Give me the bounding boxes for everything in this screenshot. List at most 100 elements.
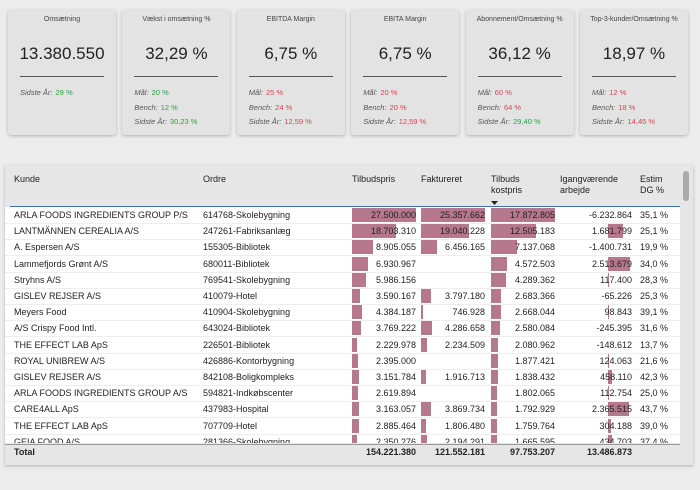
column-header[interactable]: Faktureret <box>421 174 463 184</box>
table-row[interactable]: LANTMÄNNEN CEREALIA A/S 247261-Fabriksanl… <box>5 223 680 241</box>
line-label: Bench: <box>477 102 501 112</box>
column-header[interactable]: Ordre <box>203 174 227 184</box>
table-cell: 426886-Kontorbygning <box>203 355 295 366</box>
table-cell: Meyers Food <box>14 307 67 318</box>
line-value: 20 % <box>380 88 398 97</box>
data-bar <box>608 272 610 287</box>
table-cell: ARLA FOODS INGREDIENTS GROUP A/S <box>14 388 188 399</box>
card-rule <box>363 76 448 77</box>
table-cell: 25,0 % <box>640 388 669 399</box>
data-bar <box>491 289 501 303</box>
scrollbar[interactable] <box>683 171 689 201</box>
table-cell: 117.400 <box>600 274 632 285</box>
table-row[interactable]: A/S Crispy Food Intl. 643024-Bibliotek 3.7… <box>5 320 680 338</box>
data-bar <box>421 434 427 443</box>
table-cell: 3.869.734 <box>444 404 485 415</box>
card-line: Sidste År: 29,40 % <box>478 117 541 126</box>
table-cell: 39,0 % <box>640 420 669 431</box>
table-cell: 28,3 % <box>640 274 669 285</box>
data-bar <box>491 305 501 320</box>
data-bar <box>491 272 507 287</box>
data-bar <box>352 289 361 303</box>
line-value: 14,45 % <box>627 117 656 126</box>
table-row[interactable]: Lammefjords Grønt A/S 680011-Bibliotek 6.9… <box>5 256 680 273</box>
column-header[interactable]: Tilbuds kostpris <box>491 174 523 195</box>
table-cell: 2.619.894 <box>375 388 416 399</box>
table-row[interactable]: GISLEV REJSER A/S 842108-Boligkompleks 3.1… <box>5 369 680 386</box>
table-row[interactable]: GISLEV REJSER A/S 410079-Hotel 3.590.167 3.… <box>5 288 680 305</box>
data-bar <box>421 418 426 433</box>
kpi-card: EBITA Margin 6,75 % Mål: 20 % Bench: 20 % Sids… <box>351 10 460 135</box>
kpi-card: Vækst i omsætning % 32,29 % Mål: 20 % Bench:… <box>122 10 231 135</box>
line-value: 12,59 % <box>284 117 312 126</box>
table-cell: 39,1 % <box>640 307 669 318</box>
table-body: ARLA FOODS INGREDIENTS GROUP P/S 614768-S… <box>5 207 680 443</box>
kpi-card: EBITDA Margin 6,75 % Mål: 25 % Bench: 24 % Sid… <box>236 10 345 135</box>
table-cell: 1.877.421 <box>514 355 555 366</box>
table-cell: 98.843 <box>604 307 632 318</box>
table-cell: 1.792.929 <box>514 404 555 415</box>
line-label: Bench: <box>592 102 616 112</box>
table-row[interactable]: Stryhns A/S 769541-Skolebygning 5.986.156 4… <box>5 272 680 289</box>
data-bar <box>491 353 498 368</box>
card-line: Sidste År: 30,23 % <box>134 117 197 126</box>
card-line: Sidste År: 29 % <box>20 88 73 97</box>
card-line: Mål: 12 % <box>592 88 626 97</box>
table-cell: 34,0 % <box>640 258 669 269</box>
line-value: 64 % <box>503 102 522 112</box>
column-header[interactable]: Kunde <box>14 174 41 184</box>
table-cell: 155305-Bibliotek <box>203 242 271 253</box>
table-cell: 643024-Bibliotek <box>203 323 271 334</box>
data-bar <box>421 240 438 255</box>
card-rule <box>134 76 219 77</box>
table-row[interactable]: THE EFFECT LAB ApS 707709-Hotel 2.885.464 1… <box>5 418 680 435</box>
table-cell: 5.986.156 <box>375 274 416 285</box>
table-cell: Stryhns A/S <box>14 274 62 285</box>
sort-indicator <box>491 201 498 205</box>
table-cell: 458.110 <box>600 372 632 382</box>
table-cell: 410079-Hotel <box>203 291 258 301</box>
table-cell: 2.234.509 <box>444 339 485 350</box>
table-cell: 226501-Bibliotek <box>203 339 271 350</box>
table-cell: 1.806.480 <box>444 420 485 431</box>
data-bar <box>352 224 396 239</box>
total-cell: 154.221.380 <box>365 447 416 457</box>
table-row[interactable]: Meyers Food 410904-Skolebygning 4.384.187 7… <box>5 304 680 322</box>
table-panel: Kunde Ordre Tilbudspris Faktureret Tilbuds k… <box>5 165 693 465</box>
column-header[interactable]: Estim DG % <box>640 174 665 195</box>
column-header[interactable]: Igangværende arbejde <box>560 174 619 195</box>
table-cell: 680011-Bibliotek <box>203 258 270 269</box>
total-cell: 121.552.181 <box>434 447 485 457</box>
table-row[interactable]: GEIA FOOD A/S 281366-Skolebygning 2.350.27… <box>5 434 680 443</box>
card-rule <box>592 76 676 77</box>
line-value: 29 % <box>55 88 73 97</box>
table-row[interactable]: A. Espersen A/S 155305-Bibliotek 8.905.055… <box>5 239 680 257</box>
table-cell: 2.365.515 <box>591 404 632 415</box>
table-cell: 842108-Boligkompleks <box>203 372 295 382</box>
column-header[interactable]: Tilbudspris <box>352 174 396 184</box>
table-cell: -1.400.731 <box>588 242 632 253</box>
kpi-card: Abonnement/Omsætning % 36,12 % Mål: 60 % Ben… <box>465 10 574 135</box>
table-row[interactable]: ARLA FOODS INGREDIENTS GROUP A/S 594821-I… <box>5 385 680 403</box>
table-cell: 27.500.000 <box>370 210 416 220</box>
total-cell: Total <box>14 447 35 457</box>
table-row[interactable]: THE EFFECT LAB ApS 226501-Bibliotek 2.229.… <box>5 337 680 354</box>
table-cell: 4.289.362 <box>514 274 555 285</box>
table-cell: Lammefjords Grønt A/S <box>14 258 109 269</box>
table-cell: 19.040.228 <box>439 226 485 237</box>
table-cell: 21,6 % <box>640 355 669 366</box>
table-cell: 614768-Skolebygning <box>203 210 291 220</box>
table-row[interactable]: ARLA FOODS INGREDIENTS GROUP P/S 614768-S… <box>5 207 680 224</box>
table-cell: 746.928 <box>452 307 485 318</box>
data-bar <box>421 337 427 352</box>
line-value: 12,59 % <box>398 117 427 126</box>
line-label: Sidste År: <box>363 117 396 126</box>
table-cell: CARE4ALL ApS <box>14 404 79 415</box>
table-cell: GISLEV REJSER A/S <box>14 291 102 301</box>
table-cell: 35,1 % <box>640 210 669 220</box>
table-row[interactable]: ROYAL UNIBREW A/S 426886-Kontorbygning 2.3… <box>5 353 680 370</box>
table-row[interactable]: CARE4ALL ApS 437983-Hospital 3.163.057 3.86… <box>5 401 680 419</box>
card-value: 18,97 % <box>602 44 666 63</box>
card-value: 32,29 % <box>145 44 208 63</box>
